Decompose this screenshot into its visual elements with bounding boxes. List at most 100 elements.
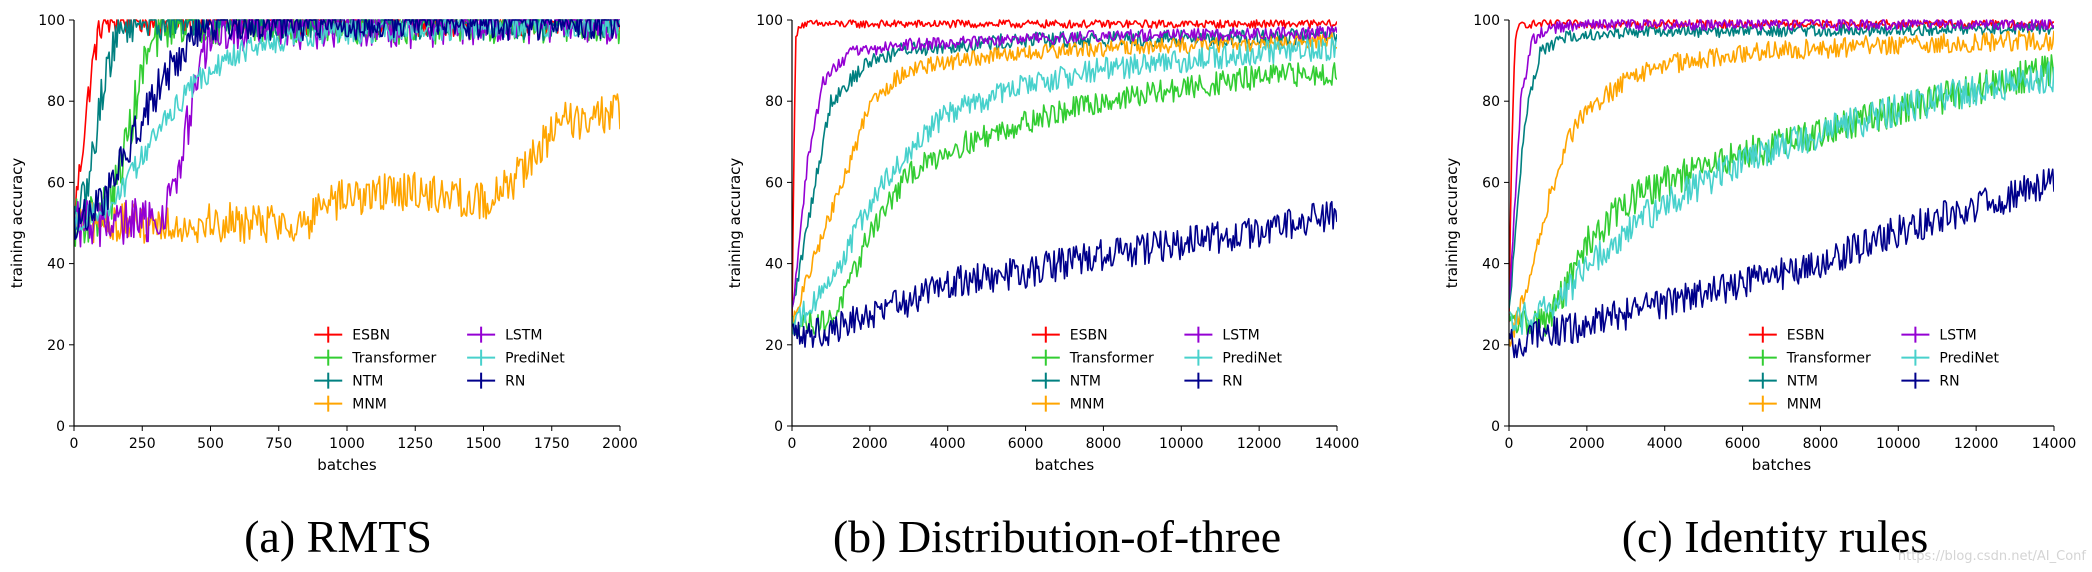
series-line-lstm	[74, 19, 620, 248]
y-tick-label: 100	[756, 13, 783, 29]
legend: ESBN Transformer NTM MNM LSTM PrediNet RN	[1031, 326, 1283, 413]
series-group	[792, 19, 1337, 348]
x-tick-label: 1500	[466, 436, 502, 452]
x-tick-label: 0	[1505, 436, 1514, 452]
legend-label-esbn: ESBN	[1787, 328, 1825, 344]
y-tick-label: 40	[1482, 257, 1500, 273]
legend-label-lstm: LSTM	[1222, 328, 1259, 344]
x-tick-label: 4000	[930, 436, 966, 452]
x-tick-label: 12000	[1237, 436, 1282, 452]
x-tick-label: 4000	[1647, 436, 1683, 452]
x-axis-label: batches	[1752, 456, 1812, 474]
y-tick-label: 60	[765, 175, 783, 191]
legend-label-ntm: NTM	[1070, 374, 1101, 390]
chart-caption: (c) Identity rules	[1622, 511, 1929, 562]
series-line-lstm	[792, 25, 1337, 309]
legend-label-ntm: NTM	[1787, 374, 1818, 390]
y-axis-label: training accuracy	[726, 158, 744, 289]
x-tick-label: 2000	[852, 436, 888, 452]
y-tick-label: 100	[38, 13, 65, 29]
legend-label-esbn: ESBN	[352, 328, 390, 344]
series-line-predinet	[792, 36, 1337, 335]
x-tick-label: 2000	[1569, 436, 1605, 452]
x-tick-label: 1250	[397, 436, 433, 452]
series-line-esbn	[74, 19, 620, 216]
x-axis-label: batches	[317, 456, 377, 474]
y-tick-label: 80	[47, 94, 65, 110]
y-axis-label: training accuracy	[8, 158, 26, 289]
series-line-transformer	[792, 62, 1337, 337]
x-tick-label: 14000	[1315, 436, 1360, 452]
series-line-lstm	[1509, 19, 2054, 301]
series-line-transformer	[74, 19, 620, 247]
x-tick-label: 10000	[1159, 436, 1204, 452]
x-tick-label: 1000	[329, 436, 365, 452]
x-tick-label: 14000	[2032, 436, 2077, 452]
y-tick-label: 40	[765, 257, 783, 273]
legend-label-esbn: ESBN	[1070, 328, 1108, 344]
series-line-ntm	[1509, 22, 2054, 309]
legend: ESBN Transformer NTM MNM LSTM PrediNet RN	[1748, 326, 2000, 413]
series-line-esbn	[792, 19, 1337, 323]
y-tick-label: 20	[47, 338, 65, 354]
legend-label-predinet: PrediNet	[1222, 351, 1282, 367]
y-tick-label: 0	[56, 419, 65, 435]
series-line-rn	[74, 19, 620, 240]
legend-label-transformer: Transformer	[1069, 351, 1154, 367]
legend-label-rn: RN	[1939, 374, 1959, 390]
legend-label-lstm: LSTM	[1939, 328, 1976, 344]
legend-label-transformer: Transformer	[1786, 351, 1871, 367]
y-tick-label: 20	[765, 338, 783, 354]
x-tick-label: 750	[265, 436, 292, 452]
series-line-predinet	[74, 19, 620, 232]
series-line-predinet	[1509, 61, 2054, 335]
series-line-mnm	[792, 31, 1337, 323]
series-line-mnm	[74, 93, 620, 244]
x-tick-label: 10000	[1876, 436, 1921, 452]
legend-label-predinet: PrediNet	[1939, 351, 1999, 367]
chart-panel-2: 0 20 40 60 80 100 0 2000 4000 6000 8000 10000 12000 1…	[726, 13, 1359, 562]
x-tick-label: 8000	[1086, 436, 1122, 452]
legend-label-rn: RN	[1222, 374, 1242, 390]
y-tick-label: 60	[1482, 175, 1500, 191]
chart-panel-3: 0 20 40 60 80 100 0 2000 4000 6000 8000 10000 12000 1…	[1443, 13, 2076, 562]
x-tick-label: 0	[788, 436, 797, 452]
x-tick-label: 2000	[602, 436, 638, 452]
series-group	[74, 19, 620, 248]
series-line-mnm	[1509, 30, 2054, 347]
y-tick-label: 100	[1473, 13, 1500, 29]
x-tick-label: 6000	[1725, 436, 1761, 452]
x-tick-label: 1750	[534, 436, 570, 452]
series-line-transformer	[1509, 54, 2054, 339]
y-axis-label: training accuracy	[1443, 158, 1461, 289]
y-tick-label: 0	[1491, 419, 1500, 435]
series-line-rn	[792, 200, 1337, 348]
x-tick-label: 12000	[1954, 436, 1999, 452]
y-tick-label: 0	[774, 419, 783, 435]
x-tick-label: 6000	[1008, 436, 1044, 452]
x-tick-label: 250	[129, 436, 156, 452]
legend-label-mnm: MNM	[1070, 397, 1105, 413]
legend-label-lstm: LSTM	[505, 328, 542, 344]
legend: ESBN Transformer NTM MNM LSTM PrediNet RN	[314, 326, 565, 413]
chart-caption: (b) Distribution-of-three	[833, 511, 1281, 562]
y-tick-label: 60	[47, 175, 65, 191]
chart-caption: (a) RMTS	[244, 511, 432, 562]
legend-label-rn: RN	[505, 374, 525, 390]
legend-label-transformer: Transformer	[351, 351, 436, 367]
y-tick-label: 40	[47, 257, 65, 273]
series-line-ntm	[792, 27, 1337, 309]
series-line-rn	[1509, 168, 2054, 359]
x-tick-label: 0	[70, 436, 79, 452]
y-tick-label: 80	[765, 94, 783, 110]
x-tick-label: 8000	[1803, 436, 1839, 452]
legend-label-ntm: NTM	[352, 374, 383, 390]
watermark: https://blog.csdn.net/AI_Conf	[1898, 549, 2087, 564]
y-tick-label: 80	[1482, 94, 1500, 110]
legend-label-mnm: MNM	[1787, 397, 1822, 413]
legend-label-mnm: MNM	[352, 397, 387, 413]
series-group	[1509, 19, 2054, 359]
